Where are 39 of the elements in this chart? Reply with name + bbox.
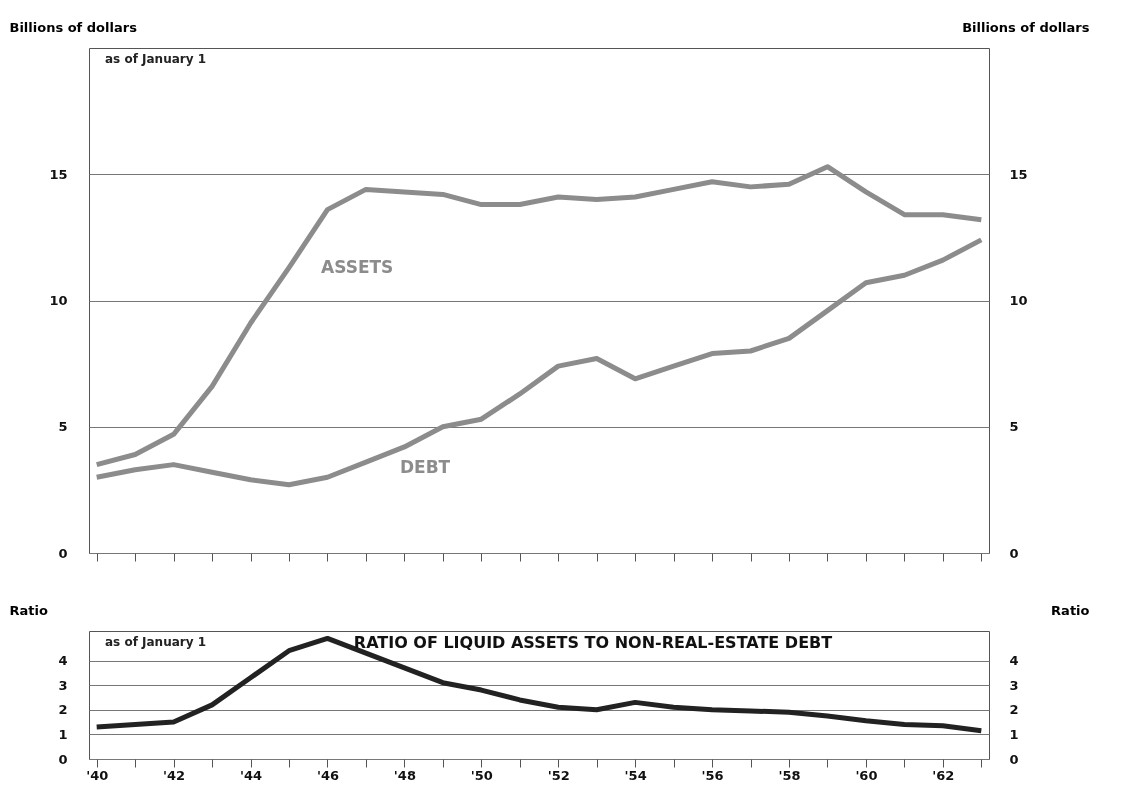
y2-axis-title: Ratio	[1051, 602, 1090, 618]
y-tick-label: 0	[58, 751, 68, 767]
y-tick-label: 5	[58, 419, 68, 435]
y2-tick-label: 5	[1009, 419, 1019, 435]
y2-tick-label: 0	[1009, 545, 1019, 561]
y-tick-label: 10	[49, 293, 68, 308]
y2-tick-label: 3	[1009, 677, 1019, 693]
y-tick-label: 2	[58, 702, 68, 718]
y-tick-label: 15	[49, 166, 68, 182]
y-axis-title: Billions of dollars	[9, 19, 138, 35]
x-tick-label: '56	[701, 767, 724, 783]
y-tick-label: 1	[58, 726, 68, 742]
series-label: ASSETS	[321, 256, 394, 277]
y-tick-label: 3	[58, 677, 68, 693]
x-tick-label: '40	[86, 767, 109, 783]
y-tick-label: 0	[58, 545, 68, 561]
y-tick-label: 4	[58, 653, 68, 669]
x-tick-label: '42	[163, 767, 186, 783]
x-tick-label: '52	[547, 767, 570, 783]
x-tick-label: '60	[855, 767, 878, 783]
y2-tick-label: 0	[1009, 751, 1019, 767]
y2-tick-label: 2	[1009, 702, 1019, 718]
x-tick-label: '58	[778, 767, 801, 783]
y2-tick-label: 4	[1009, 653, 1019, 669]
annotation: as of January 1	[105, 635, 207, 649]
y2-axis-title: Billions of dollars	[962, 19, 1090, 35]
series-label: DEBT	[399, 457, 451, 478]
x-tick-label: '46	[316, 767, 339, 783]
y2-tick-label: 15	[1009, 166, 1028, 182]
x-tick-label: '50	[470, 767, 493, 783]
x-tick-label: '54	[624, 767, 647, 783]
y-axis-title: Ratio	[9, 602, 48, 618]
x-tick-label: '44	[240, 767, 263, 783]
annotation: as of January 1	[105, 52, 207, 66]
y2-tick-label: 10	[1009, 293, 1028, 308]
x-tick-label: '62	[932, 767, 955, 783]
y2-tick-label: 1	[1009, 726, 1019, 742]
x-tick-label: '48	[393, 767, 416, 783]
chart-title: RATIO OF LIQUID ASSETS TO NON-REAL-ESTATE DEBT	[353, 633, 833, 652]
